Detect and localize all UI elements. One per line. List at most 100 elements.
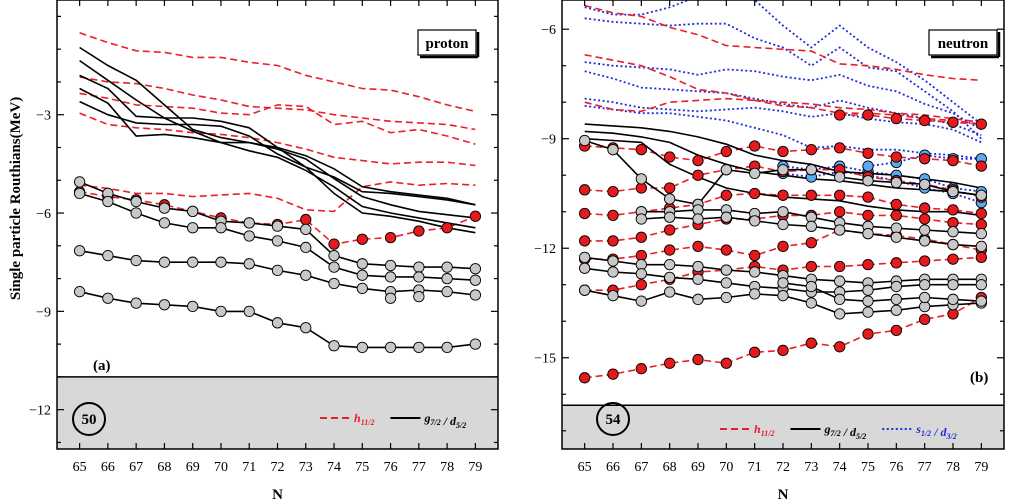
data-point [777, 164, 789, 176]
data-point [158, 217, 171, 229]
data-point [607, 144, 619, 156]
data-point [692, 293, 704, 305]
x-tick-label: 73 [804, 460, 818, 475]
data-point [413, 225, 425, 237]
data-point [243, 305, 255, 318]
data-point [300, 241, 312, 254]
data-point [919, 153, 931, 165]
data-point [73, 176, 86, 188]
data-point [664, 259, 676, 271]
series-line-g [79, 59, 476, 229]
data-point [73, 187, 86, 200]
x-tick-label: 73 [299, 460, 313, 475]
x-tick-label: 66 [606, 460, 620, 475]
series-line-s [584, 61, 982, 131]
data-point [635, 231, 647, 243]
data-point [919, 279, 931, 291]
data-point [664, 151, 676, 163]
data-point [890, 198, 902, 211]
data-point [692, 213, 704, 225]
data-point [635, 144, 647, 156]
data-point [271, 235, 284, 247]
data-point [720, 164, 732, 176]
data-point [805, 189, 817, 201]
y-tick-label: −9 [541, 133, 556, 148]
data-point [384, 259, 397, 272]
x-tick-label: 69 [186, 460, 200, 475]
data-point [834, 206, 846, 218]
data-point [890, 324, 902, 337]
x-tick-label: 74 [833, 460, 847, 475]
data-point [749, 346, 761, 358]
data-point [271, 264, 284, 277]
data-point [919, 313, 931, 326]
data-point [579, 184, 591, 196]
data-point [834, 275, 846, 287]
data-point [890, 176, 902, 189]
data-point [777, 277, 789, 289]
shell-number: 54 [606, 412, 622, 428]
series-line-h [79, 181, 476, 213]
x-tick-label: 70 [719, 460, 733, 475]
data-point [441, 272, 453, 285]
y-tick-label: −12 [29, 404, 51, 419]
y-axis-title: Single particle Routhians(MeV) [8, 97, 24, 300]
data-point [300, 322, 312, 334]
data-point [356, 282, 368, 295]
shell-circle [72, 402, 106, 436]
panel-a: 65 66 67 68 69 70 71 72 73 74 75 76 77 78 79 −12 −9 −6 −3 N… [8, 0, 499, 503]
data-point [890, 209, 902, 222]
data-point [243, 217, 255, 229]
data-point [862, 209, 874, 222]
data-point [579, 134, 591, 147]
shaded-region [57, 376, 498, 449]
x-tick-label: 72 [271, 460, 285, 475]
data-point [664, 357, 676, 369]
data-point [862, 227, 874, 240]
data-point [579, 251, 591, 264]
data-point [777, 218, 789, 231]
x-tick-label: 72 [776, 460, 790, 475]
data-point [413, 271, 425, 283]
data-point [243, 258, 255, 270]
x-axis-title: N [778, 487, 789, 503]
data-point [664, 286, 676, 298]
shaded-region [562, 405, 1004, 449]
series-line-g [79, 100, 476, 206]
x-tick-label: 65 [578, 460, 592, 475]
series-line-h [584, 54, 982, 125]
data-point [862, 284, 874, 296]
data-point [834, 224, 846, 236]
data-point [384, 292, 397, 304]
data-point [975, 251, 987, 264]
x-tick-label: 79 [974, 460, 988, 475]
series-line-h [584, 4, 982, 82]
data-point [664, 193, 676, 205]
data-point [692, 353, 704, 366]
data-point [413, 290, 425, 303]
data-point [158, 299, 171, 311]
data-point [664, 211, 676, 223]
y-tick-label: −6 [36, 207, 51, 222]
data-point [243, 230, 255, 242]
species-tag: neutron [938, 36, 989, 52]
data-point [720, 145, 732, 158]
data-point [862, 295, 874, 307]
data-point [919, 291, 931, 304]
data-point [384, 231, 397, 244]
data-point [664, 224, 676, 236]
series-line-h [79, 32, 476, 113]
data-point [187, 205, 199, 218]
data-point [975, 279, 987, 291]
data-point [890, 257, 902, 269]
data-point [73, 245, 86, 257]
data-point [215, 256, 227, 268]
shell-number: 50 [82, 412, 97, 428]
x-tick-label: 75 [861, 460, 875, 475]
data-point [834, 260, 846, 273]
x-tick-label: 76 [889, 460, 903, 475]
data-point [834, 109, 846, 121]
data-point [607, 185, 619, 198]
x-tick-label: 78 [440, 460, 454, 475]
data-point [130, 254, 142, 267]
